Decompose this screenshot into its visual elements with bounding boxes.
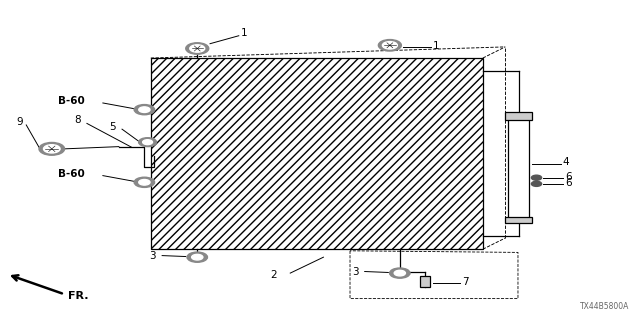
Circle shape	[134, 105, 155, 115]
Text: 6: 6	[565, 172, 572, 182]
Text: 2: 2	[270, 270, 277, 280]
Circle shape	[139, 107, 150, 112]
Text: B-60: B-60	[58, 169, 85, 179]
Bar	[420, 276, 431, 287]
Text: B-60: B-60	[58, 96, 85, 106]
Circle shape	[382, 42, 397, 49]
Text: 9: 9	[17, 117, 23, 127]
Text: 1: 1	[241, 28, 247, 38]
Bar	[505, 217, 532, 223]
Circle shape	[390, 268, 410, 278]
Text: 8: 8	[74, 115, 81, 125]
Text: 4: 4	[563, 157, 570, 167]
Circle shape	[134, 177, 155, 188]
Text: 5: 5	[109, 122, 116, 132]
Circle shape	[187, 252, 207, 262]
Circle shape	[394, 270, 406, 276]
Circle shape	[531, 181, 541, 186]
Text: 3: 3	[149, 251, 156, 261]
Circle shape	[186, 43, 209, 54]
Circle shape	[44, 145, 60, 153]
Circle shape	[378, 40, 401, 51]
Circle shape	[139, 180, 150, 185]
Bar	[151, 58, 483, 249]
Circle shape	[191, 254, 203, 260]
Text: FR.: FR.	[68, 291, 88, 301]
Text: 1: 1	[433, 41, 440, 51]
Text: 6: 6	[565, 178, 572, 188]
Bar	[505, 112, 532, 120]
Bar	[508, 119, 529, 220]
Text: 7: 7	[463, 277, 469, 287]
Circle shape	[139, 138, 157, 147]
Circle shape	[531, 175, 541, 180]
Circle shape	[39, 142, 65, 155]
Text: TX44B5800A: TX44B5800A	[580, 302, 630, 311]
Circle shape	[190, 45, 205, 52]
Text: 3: 3	[352, 267, 358, 277]
Circle shape	[143, 140, 152, 145]
